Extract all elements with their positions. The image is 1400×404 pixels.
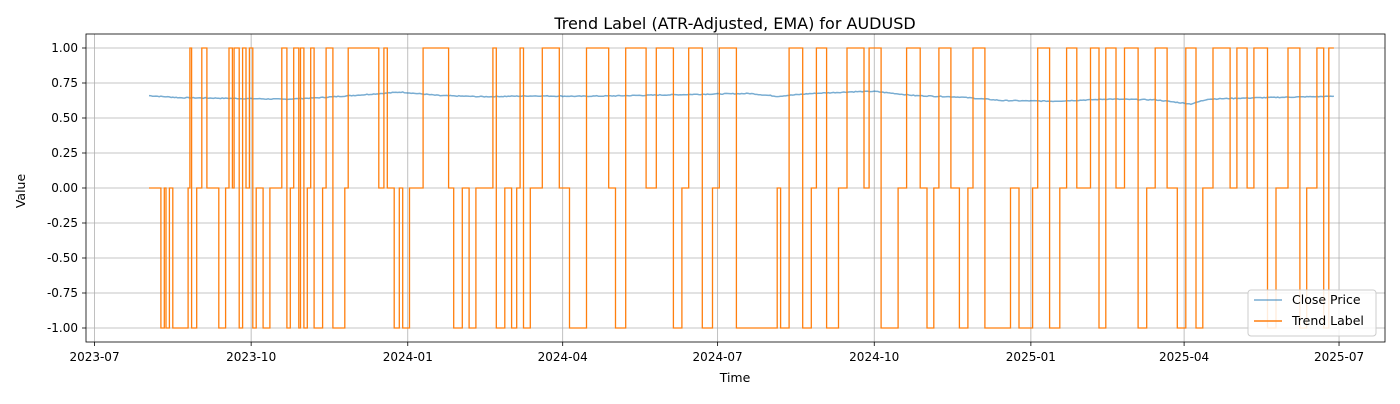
y-tick-label: 0.25 bbox=[51, 146, 78, 160]
x-tick-label: 2024-07 bbox=[693, 350, 743, 364]
x-tick-label: 2025-07 bbox=[1314, 350, 1364, 364]
y-tick-label: 1.00 bbox=[51, 41, 78, 55]
x-tick-label: 2024-04 bbox=[538, 350, 588, 364]
legend-label-close-price: Close Price bbox=[1292, 292, 1361, 307]
x-tick-label: 2024-01 bbox=[383, 350, 433, 364]
legend: Close Price Trend Label bbox=[1247, 289, 1377, 337]
series-line-trend-label bbox=[149, 47, 1334, 329]
y-tick-label: -0.75 bbox=[47, 286, 78, 300]
tick-layer: 2023-07 2023-10 2024-01 2024-04 2024-07 2024-… bbox=[47, 41, 1364, 364]
y-tick-label: -0.25 bbox=[47, 216, 78, 230]
series-layer bbox=[148, 47, 1334, 329]
x-tick-label: 2023-07 bbox=[69, 350, 119, 364]
y-tick-label: 0.00 bbox=[51, 181, 78, 195]
x-tick-label: 2024-10 bbox=[849, 350, 899, 364]
x-tick-label: 2025-01 bbox=[1006, 350, 1056, 364]
y-axis-label: Value bbox=[13, 174, 28, 209]
x-tick-label: 2023-10 bbox=[226, 350, 276, 364]
legend-label-trend-label: Trend Label bbox=[1291, 313, 1364, 328]
y-tick-label: -0.50 bbox=[47, 251, 78, 265]
chart-title: Trend Label (ATR-Adjusted, EMA) for AUDU… bbox=[553, 14, 915, 33]
x-tick-label: 2025-04 bbox=[1159, 350, 1209, 364]
x-axis-label: Time bbox=[719, 370, 751, 385]
series-line-close-price bbox=[148, 90, 1334, 106]
legend-frame bbox=[1247, 289, 1377, 337]
y-tick-label: -1.00 bbox=[47, 321, 78, 335]
y-tick-label: 0.75 bbox=[51, 76, 78, 90]
y-tick-label: 0.50 bbox=[51, 111, 78, 125]
